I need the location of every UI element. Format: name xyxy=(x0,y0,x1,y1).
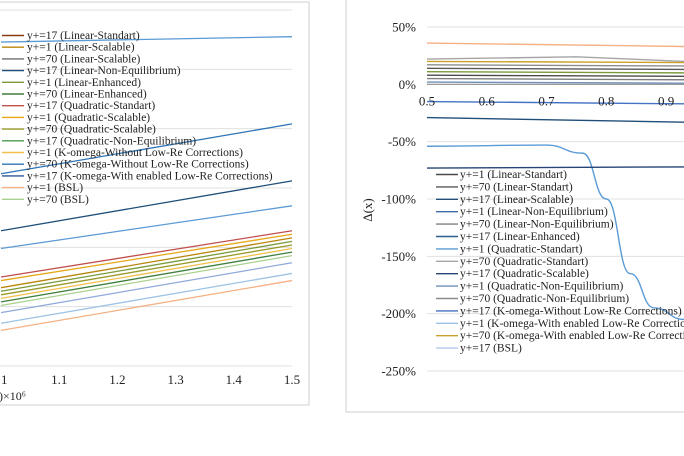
left-series-line-8 xyxy=(0,244,293,296)
left-series-line-10 xyxy=(0,251,293,303)
right-chart-series xyxy=(426,42,684,321)
right-legend-entry: y+=1 (Linear-Non-Equilibrium) xyxy=(460,206,608,218)
right-x-tick-label: 0.9 xyxy=(658,93,674,108)
left-series-line-2 xyxy=(0,180,293,232)
right-y-tick-label: 0% xyxy=(399,77,417,92)
right-legend-entry: y+=17 (Linear-Enhanced) xyxy=(460,231,580,243)
right-y-tick-label: -200% xyxy=(381,306,416,321)
left-legend-entry: y+=70 (Linear-Enhanced) xyxy=(27,89,147,101)
left-series-line-14 xyxy=(0,279,293,332)
right-x-tick-label: 0.5 xyxy=(419,93,435,108)
left-legend-entry: y+=17 (K-omega-With enabled Low-Re Corre… xyxy=(27,170,273,182)
right-chart-y-axis-label: Δ(x) xyxy=(360,198,375,222)
left-legend-entry: y+=70 (Linear-Scalable) xyxy=(27,53,140,65)
left-x-tick-label: 1 xyxy=(1,372,8,387)
left-legend-entry: y+=17 (Quadratic-Standart) xyxy=(27,100,155,112)
left-series-line-7 xyxy=(0,240,293,292)
right-legend-entry: y+=17 (K-omega-Without Low-Re Correction… xyxy=(460,305,682,317)
left-series-line-1 xyxy=(0,123,293,175)
right-series-line-3 xyxy=(426,64,684,67)
right-series-line-12 xyxy=(426,166,684,169)
left-legend-entry: y+=70 (K-omega-Without Low-Re Correction… xyxy=(27,159,249,171)
left-series-line-11 xyxy=(0,254,293,307)
right-legend-entry: y+=70 (Quadratic-Standart) xyxy=(460,256,588,268)
right-series-line-2 xyxy=(426,60,684,64)
left-series-line-5 xyxy=(0,233,293,282)
left-chart-series xyxy=(0,36,293,332)
left-legend-entry: y+=17 (Linear-Standart) xyxy=(27,30,140,42)
left-chart-x-ticks: 1 1.1 1.2 1.3 1.4 1.5 xyxy=(1,372,300,387)
left-x-tick-label: 1.1 xyxy=(51,372,67,387)
right-legend-entry: y+=17 (Linear-Scalable) xyxy=(460,194,573,206)
left-x-tick-label: 1.2 xyxy=(109,372,125,387)
right-series-line-0 xyxy=(426,42,684,48)
right-series-line-5 xyxy=(426,71,684,74)
left-legend-entry: y+=1 (BSL) xyxy=(27,182,83,194)
right-x-tick-label: 0.6 xyxy=(479,93,496,108)
right-legend-entry: y+=70 (Linear-Non-Equilibrium) xyxy=(460,219,614,231)
right-series-line-4 xyxy=(426,67,684,71)
left-legend-entry: y+=1 (Linear-Enhanced) xyxy=(27,77,141,89)
left-legend-entry: y+=1 (K-omega-Without Low-Re Corrections… xyxy=(27,147,243,159)
left-legend-entry: y+=17 (Linear-Non-Equilibrium) xyxy=(27,65,181,77)
right-legend-entry: y+=1 (Quadratic-Non-Equilibrium) xyxy=(460,281,624,293)
right-y-tick-label: -100% xyxy=(381,192,416,207)
right-series-line-10 xyxy=(426,116,684,123)
right-legend-entry: y+=70 (Quadratic-Non-Equilibrium) xyxy=(460,293,629,305)
right-x-tick-label: 0.8 xyxy=(598,93,614,108)
left-x-tick-label: 1.4 xyxy=(226,372,243,387)
left-series-line-3 xyxy=(0,205,293,250)
left-series-line-12 xyxy=(0,262,293,314)
right-chart-gridlines xyxy=(427,26,684,372)
right-chart-y-ticks: 50% 0% -50% -100% -150% -200% -250% xyxy=(381,20,416,379)
right-legend-entry: y+=1 (K-omega-With enabled Low-Re Correc… xyxy=(460,318,684,330)
right-y-tick-label: -250% xyxy=(381,364,416,379)
right-chart-x-ticks: 0.5 0.6 0.7 0.8 0.9 xyxy=(419,93,674,108)
left-chart-x-axis-label: )×10⁶ xyxy=(0,389,26,403)
left-series-line-9 xyxy=(0,247,293,300)
left-series-line-4 xyxy=(0,230,293,278)
right-legend-entry: y+=1 (Quadratic-Standart) xyxy=(460,243,583,255)
right-chart-legend: y+=1 (Linear-Standart)y+=70 (Linear-Stan… xyxy=(436,169,684,355)
right-series-line-8 xyxy=(426,81,684,84)
left-x-tick-label: 1.5 xyxy=(284,372,300,387)
left-legend-entry: y+=1 (Quadratic-Scalable) xyxy=(27,112,150,124)
right-series-line-7 xyxy=(426,77,684,81)
left-chart-gridlines xyxy=(0,9,292,367)
right-x-tick-label: 0.7 xyxy=(538,93,555,108)
right-y-tick-label: 50% xyxy=(392,20,416,35)
right-legend-entry: y+=70 (K-omega-With enabled Low-Re Corre… xyxy=(460,330,684,342)
right-legend-entry: y+=17 (BSL) xyxy=(460,343,522,355)
right-series-line-11 xyxy=(426,144,684,321)
right-y-tick-label: -150% xyxy=(381,249,416,264)
right-legend-entry: y+=17 (Quadratic-Scalable) xyxy=(460,268,589,280)
left-legend-entry: y+=70 (Quadratic-Scalable) xyxy=(27,124,156,136)
left-x-tick-label: 1.3 xyxy=(167,372,183,387)
left-legend-entry: y+=1 (Linear-Scalable) xyxy=(27,42,135,54)
right-y-tick-label: -50% xyxy=(388,134,416,149)
left-series-line-13 xyxy=(0,272,293,324)
left-legend-entry: y+=70 (BSL) xyxy=(27,194,89,206)
left-series-line-0 xyxy=(0,36,293,43)
left-legend-entry: y+=17 (Quadratic-Non-Equilibrium) xyxy=(27,135,196,147)
left-chart-legend: y+=17 (Linear-Standart)y+=1 (Linear-Scal… xyxy=(2,30,273,206)
left-series-line-6 xyxy=(0,237,293,289)
right-legend-entry: y+=1 (Linear-Standart) xyxy=(460,169,567,181)
right-legend-entry: y+=70 (Linear-Standart) xyxy=(460,181,573,193)
right-series-line-9 xyxy=(426,100,684,105)
right-series-line-1 xyxy=(426,56,684,63)
right-series-line-6 xyxy=(426,74,684,78)
